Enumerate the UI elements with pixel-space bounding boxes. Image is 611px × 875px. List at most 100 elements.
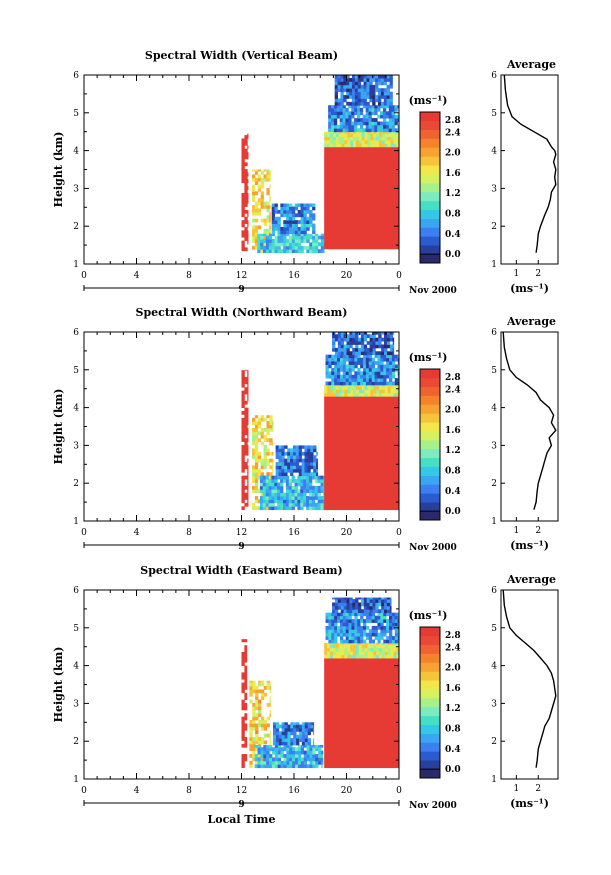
- heatmap-cell: [257, 169, 262, 172]
- heatmap-cell: [367, 389, 371, 394]
- heatmap-cell: [387, 225, 391, 229]
- heatmap-cell: [393, 180, 397, 185]
- heatmap-cell: [341, 414, 345, 419]
- heatmap-cell: [280, 230, 284, 235]
- heatmap-cell: [257, 249, 261, 254]
- heatmap-cell: [350, 157, 354, 161]
- heatmap-cell: [295, 750, 299, 755]
- heatmap-cell: [384, 747, 389, 752]
- heatmap-cell: [364, 730, 368, 735]
- heatmap-cell: [358, 479, 363, 483]
- heatmap-cell: [265, 499, 269, 504]
- heatmap-cell: [373, 384, 377, 387]
- heatmap-cell: [378, 91, 382, 96]
- heatmap-cell: [338, 421, 342, 426]
- heatmap-cell: [324, 750, 328, 755]
- heatmap-cell: [376, 194, 380, 199]
- heatmap-cell: [388, 121, 393, 126]
- heatmap-cell: [361, 502, 366, 507]
- heatmap-cell: [390, 228, 394, 233]
- heatmap-cell: [324, 716, 328, 721]
- heatmap-cell: [288, 489, 293, 494]
- heatmap-cell: [297, 482, 301, 487]
- heatmap-cell: [338, 713, 342, 718]
- heatmap-cell: [260, 465, 264, 470]
- heatmap-cell: [341, 441, 345, 446]
- heatmap-cell: [373, 163, 377, 168]
- heatmap-cell: [381, 730, 386, 735]
- heatmap-cell: [296, 727, 300, 732]
- heatmap-cell: [332, 672, 337, 677]
- heatmap-cell: [345, 367, 349, 372]
- heatmap-cell: [275, 734, 280, 739]
- heatmap-cell: [292, 764, 296, 769]
- heatmap-cell: [360, 88, 364, 93]
- heatmap-cell: [252, 169, 256, 172]
- heatmap-cell: [396, 187, 400, 192]
- heatmap-cell: [370, 672, 374, 677]
- heatmap-cell: [247, 407, 249, 412]
- heatmap-cell: [342, 357, 347, 362]
- heatmap-cell: [329, 384, 334, 387]
- heatmap-cell: [351, 124, 355, 129]
- heatmap-cell: [338, 441, 342, 446]
- heatmap-cell: [324, 706, 328, 711]
- heatmap-cell: [376, 658, 380, 663]
- heatmap-cell: [257, 417, 262, 422]
- heatmap-cell: [341, 723, 345, 728]
- heatmap-cell: [266, 747, 270, 752]
- heatmap-cell: [335, 682, 340, 687]
- heatmap-cell: [376, 458, 380, 463]
- heatmap-cell: [284, 734, 288, 739]
- heatmap-cell: [393, 492, 397, 497]
- heatmap-cell: [329, 658, 334, 660]
- heatmap-cell: [367, 445, 371, 449]
- heatmap-cell: [347, 187, 351, 192]
- heatmap-cell: [342, 378, 347, 382]
- heatmap-cell: [303, 233, 307, 237]
- heatmap-cell: [361, 136, 366, 141]
- heatmap-cell: [390, 201, 394, 206]
- heatmap-cell: [364, 754, 368, 758]
- heatmap-cell: [358, 662, 363, 666]
- heatmap-cell: [294, 226, 299, 231]
- heatmap-cell: [309, 760, 313, 765]
- heatmap-cell: [247, 133, 249, 136]
- heatmap-cell: [387, 482, 391, 487]
- heatmap-cell: [353, 150, 357, 155]
- heatmap-cell: [374, 361, 378, 365]
- heatmap-cell: [368, 364, 373, 369]
- heatmap-cell: [350, 184, 354, 189]
- heatmap-cell: [358, 492, 363, 497]
- heatmap-cell: [347, 679, 351, 684]
- heatmap-cell: [241, 243, 245, 248]
- heatmap-cell: [315, 235, 319, 240]
- heatmap-cell: [291, 249, 296, 254]
- heatmap-cell: [381, 733, 386, 738]
- heatmap-cell: [303, 499, 307, 504]
- heatmap-cell: [379, 740, 383, 745]
- heatmap-cell: [294, 492, 298, 497]
- heatmap-cell: [358, 489, 363, 494]
- heatmap-cell: [347, 706, 351, 711]
- heatmap-cell: [312, 230, 316, 235]
- profile-y-tick-label: 6: [491, 71, 497, 81]
- heatmap-cell: [257, 233, 261, 237]
- heatmap-cell: [379, 451, 383, 456]
- heatmap-cell: [387, 218, 391, 223]
- heatmap-cell: [370, 389, 374, 394]
- heatmap-cell: [241, 397, 245, 402]
- heatmap-cell: [361, 421, 366, 426]
- heatmap-cell: [278, 468, 282, 473]
- heatmap-cell: [260, 441, 264, 446]
- heatmap-cell: [378, 101, 382, 106]
- heatmap-cell: [387, 150, 391, 155]
- heatmap-cell: [344, 445, 348, 449]
- heatmap-cell: [321, 757, 324, 762]
- heatmap-cell: [367, 658, 371, 660]
- heatmap-cell: [280, 747, 284, 752]
- heatmap-cell: [364, 472, 368, 477]
- heatmap-cell: [327, 448, 331, 453]
- heatmap-cell: [323, 482, 325, 487]
- heatmap-cell: [327, 730, 331, 735]
